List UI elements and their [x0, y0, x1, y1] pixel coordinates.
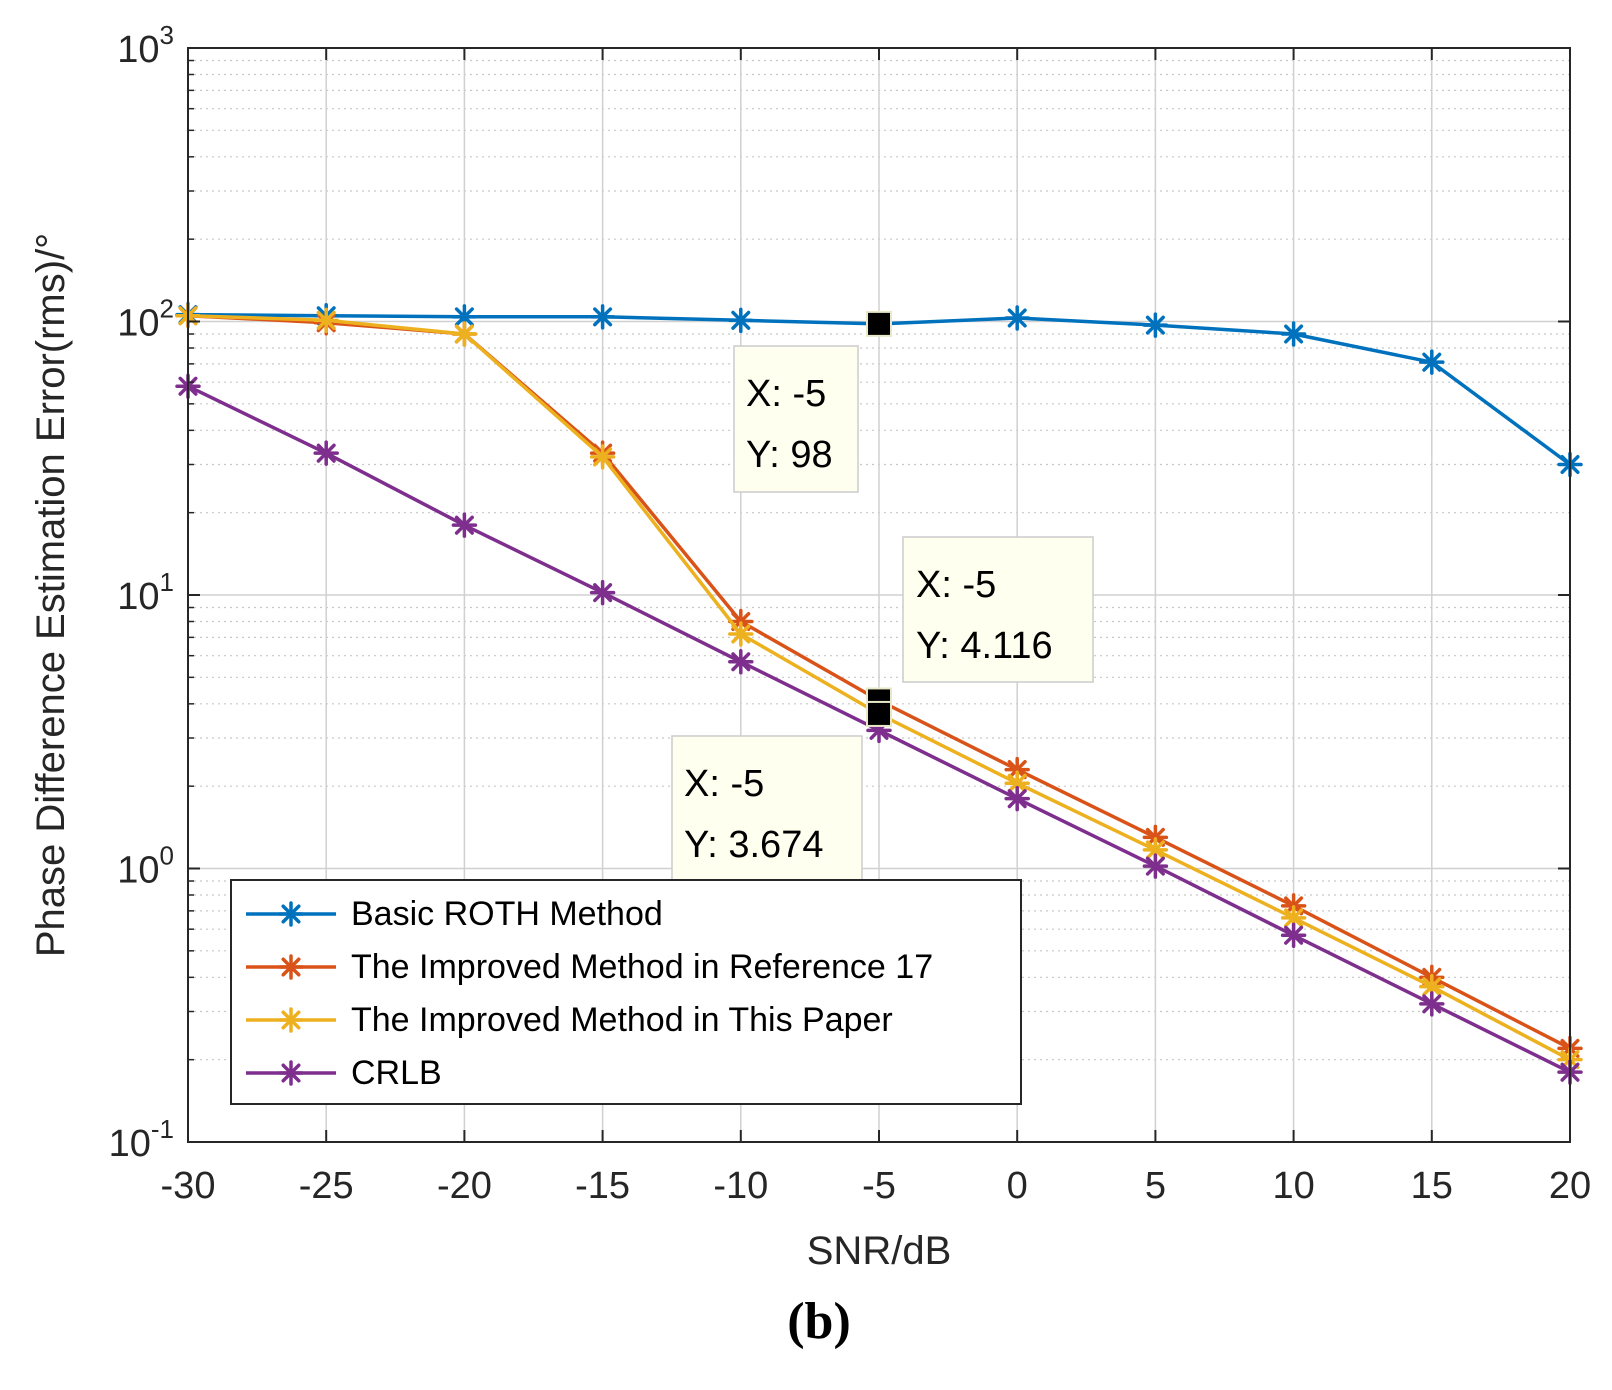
marker-stroke — [1284, 925, 1304, 945]
data-point-crlb — [589, 579, 616, 606]
x-axis-ticks: -30 -25 -20 -15 -10 -5 0 5 10 15 20 — [161, 48, 1591, 1207]
marker-stroke — [731, 652, 751, 672]
legend[interactable]: Basic ROTH Method The Improved Method in… — [230, 879, 1022, 1105]
datatip-y98[interactable]: X: -5 Y: 98 — [733, 345, 859, 493]
y-tick-label: 102 — [117, 294, 174, 345]
x-tick-label: -5 — [862, 1165, 896, 1207]
datatip-y-text: Y: 3.674 — [684, 824, 823, 866]
y-axis-label: Phase Difference Estimation Error(rms)/° — [29, 233, 73, 957]
marker-stroke — [281, 1010, 301, 1030]
datatip-box — [733, 345, 859, 493]
x-tick-label: 20 — [1549, 1165, 1591, 1207]
data-point-basic-roth — [589, 304, 616, 330]
marker-stroke — [731, 624, 751, 644]
legend-marker-reference-17 — [278, 954, 304, 980]
legend-label-reference-17: The Improved Method in Reference 17 — [351, 948, 933, 986]
panel-label: (b) — [787, 1293, 851, 1350]
x-tick-label: -15 — [575, 1165, 630, 1207]
marker-stroke — [281, 1063, 301, 1083]
marker-stroke — [593, 583, 613, 603]
data-point-basic-roth — [1419, 349, 1445, 375]
marker-stroke — [1007, 760, 1027, 780]
marker-stroke — [731, 310, 751, 330]
x-tick-label: 5 — [1145, 1165, 1166, 1207]
marker-stroke — [281, 904, 301, 924]
marker-stroke — [1284, 908, 1304, 928]
legend-marker-basic-roth — [278, 901, 304, 927]
data-point-reference-17 — [1004, 756, 1030, 783]
data-point-crlb — [1142, 853, 1169, 879]
y-axis-ticks: 10-1 100 101 102 103 — [109, 20, 1570, 1165]
x-tick-label: -30 — [161, 1165, 216, 1207]
x-tick-label: 0 — [1007, 1165, 1028, 1207]
x-tick-label: -25 — [299, 1165, 354, 1207]
data-point-crlb — [451, 512, 478, 538]
marker-stroke — [593, 447, 613, 467]
marker-stroke — [1284, 324, 1304, 344]
data-point-this-paper — [728, 621, 754, 647]
marker-stroke — [316, 443, 336, 463]
x-tick-label: 15 — [1411, 1165, 1453, 1207]
marker-stroke — [1145, 840, 1165, 860]
y-tick-label: 103 — [117, 20, 174, 71]
data-point-crlb — [313, 440, 339, 466]
y-tick-label: 100 — [117, 841, 174, 892]
marker-stroke — [1007, 789, 1027, 809]
datatip-marker — [866, 700, 892, 727]
marker-stroke — [1145, 315, 1165, 335]
marker-stroke — [316, 310, 336, 330]
datatip-y3674[interactable]: X: -5 Y: 3.674 — [671, 735, 863, 882]
datatip-y4116[interactable]: X: -5 Y: 4.116 — [902, 536, 1094, 683]
legend-marker-crlb — [278, 1060, 304, 1086]
datatip-y-text: Y: 98 — [746, 434, 833, 476]
y-tick-label: 101 — [117, 567, 174, 618]
data-point-this-paper — [313, 307, 339, 334]
data-point-basic-roth — [728, 307, 754, 334]
marker-stroke — [1007, 308, 1027, 328]
marker-stroke — [593, 307, 613, 327]
datatip-y-text: Y: 4.116 — [916, 625, 1053, 667]
legend-box — [230, 879, 1022, 1105]
x-axis-label: SNR/dB — [807, 1229, 952, 1273]
x-tick-label: 10 — [1272, 1165, 1314, 1207]
marker-stroke — [454, 515, 474, 535]
marker-stroke — [454, 307, 474, 327]
marker-stroke — [454, 324, 474, 344]
datatip-box — [902, 536, 1094, 683]
datatip-box — [671, 735, 863, 882]
datatip-x-text: X: -5 — [746, 373, 826, 415]
legend-label-crlb: CRLB — [351, 1054, 442, 1092]
data-point-basic-roth — [1142, 312, 1169, 338]
data-point-crlb — [1419, 991, 1445, 1017]
data-point-this-paper — [589, 444, 616, 470]
marker-stroke — [1145, 856, 1165, 876]
marker-stroke — [1422, 977, 1442, 997]
marker-stroke — [1422, 994, 1442, 1014]
data-point-this-paper — [451, 321, 478, 347]
legend-marker-this-paper — [278, 1007, 304, 1033]
x-tick-label: -20 — [437, 1165, 492, 1207]
legend-swatches — [246, 901, 336, 1086]
data-point-crlb — [1004, 785, 1030, 812]
datatip-markers — [866, 310, 892, 727]
data-point-crlb — [1280, 922, 1307, 949]
data-point-crlb — [728, 649, 754, 675]
marker-stroke — [1007, 773, 1027, 793]
x-tick-label: -10 — [713, 1165, 768, 1207]
y-tick-label: 10-1 — [109, 1114, 174, 1165]
data-point-basic-roth — [1004, 305, 1030, 331]
datatip-x-text: X: -5 — [684, 763, 764, 805]
marker-stroke — [281, 957, 301, 977]
data-point-basic-roth — [1280, 321, 1307, 347]
legend-label-this-paper: The Improved Method in This Paper — [351, 1001, 893, 1039]
datatip-x-text: X: -5 — [916, 564, 996, 606]
legend-label-basic-roth: Basic ROTH Method — [351, 895, 663, 933]
datatip-marker — [866, 310, 892, 337]
marker-stroke — [1422, 352, 1442, 372]
